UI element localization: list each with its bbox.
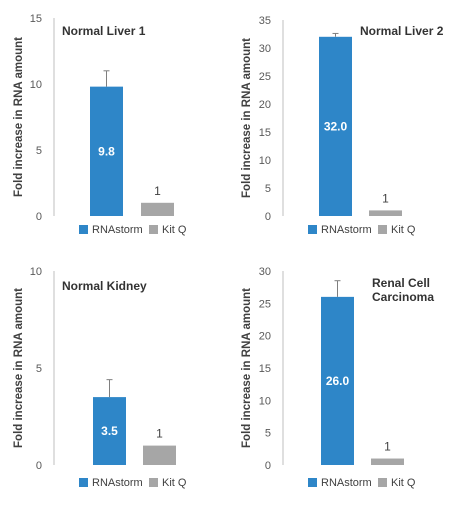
- chart-title: Normal Liver 1: [62, 24, 146, 38]
- y-tick-label: 0: [265, 211, 271, 223]
- y-tick-label: 0: [36, 460, 42, 472]
- y-tick-label: 10: [259, 155, 271, 167]
- bar-rnastorm: [93, 397, 126, 465]
- y-tick-label: 15: [259, 363, 271, 375]
- chart-title: Normal Liver 2: [360, 24, 444, 38]
- legend-label: Kit Q: [391, 224, 416, 236]
- y-tick-label: 30: [259, 266, 271, 278]
- legend-swatch: [79, 225, 88, 234]
- y-axis-title: Fold increase in RNA amount: [241, 38, 253, 198]
- legend-swatch: [149, 225, 158, 234]
- legend-label: Kit Q: [162, 224, 187, 236]
- chart-panel-2: 0 5 10 15 20 25 30 35 Fold increase in RNA amoun…: [241, 15, 444, 236]
- y-tick-label: 25: [259, 298, 271, 310]
- data-label: 3.5: [101, 424, 118, 438]
- chart-title-line: Renal Cell: [372, 276, 430, 290]
- y-tick-label: 5: [265, 183, 271, 195]
- y-tick-label: 10: [259, 395, 271, 407]
- legend-swatch: [308, 225, 317, 234]
- data-label: 1: [156, 427, 163, 441]
- y-tick-label: 20: [259, 99, 271, 111]
- bar-kitq: [141, 202, 174, 216]
- legend-label: RNAstorm: [321, 224, 372, 236]
- data-label: 1: [384, 440, 391, 454]
- y-tick-label: 30: [259, 43, 271, 55]
- legend: RNAstorm Kit Q: [308, 224, 416, 236]
- legend: RNAstorm Kit Q: [308, 477, 416, 489]
- y-axis-title: Fold increase in RNA amount: [241, 288, 253, 448]
- y-tick-label: 0: [36, 211, 42, 223]
- y-tick-label: 5: [36, 363, 42, 375]
- legend-swatch: [79, 478, 88, 487]
- data-label: 26.0: [326, 374, 350, 388]
- data-label: 1: [382, 191, 389, 205]
- legend-swatch: [308, 478, 317, 487]
- data-label: 1: [154, 184, 161, 198]
- y-tick-label: 5: [36, 145, 42, 157]
- y-tick-label: 20: [259, 331, 271, 343]
- chart-title: Normal Kidney: [62, 279, 147, 293]
- y-tick-label: 10: [30, 266, 42, 278]
- y-tick-label: 35: [259, 15, 271, 27]
- y-axis-title: Fold increase in RNA amount: [13, 288, 25, 448]
- bar-kitq: [143, 445, 176, 465]
- chart-panel-4: 0 5 10 15 20 25 30 Fold increase in RNA amount R…: [241, 266, 434, 489]
- legend-swatch: [378, 478, 387, 487]
- legend-swatch: [149, 478, 158, 487]
- bar-rnastorm: [319, 36, 352, 216]
- bar-kitq: [371, 458, 404, 465]
- chart-panel-3: 0 5 10 Fold increase in RNA amount Normal Ki…: [13, 266, 187, 489]
- bar-rnastorm: [90, 86, 123, 216]
- bar-rnastorm: [321, 296, 354, 465]
- y-tick-label: 15: [30, 13, 42, 25]
- legend: RNAstorm Kit Q: [79, 477, 187, 489]
- bar-kitq: [369, 210, 402, 216]
- y-tick-label: 15: [259, 127, 271, 139]
- legend-swatch: [378, 225, 387, 234]
- y-tick-label: 0: [265, 460, 271, 472]
- legend-label: RNAstorm: [321, 477, 372, 489]
- legend: RNAstorm Kit Q: [79, 224, 187, 236]
- data-label: 9.8: [98, 144, 115, 158]
- legend-label: RNAstorm: [92, 477, 143, 489]
- y-tick-label: 5: [265, 428, 271, 440]
- chart-title-line: Carcinoma: [372, 290, 434, 304]
- y-axis-title: Fold increase in RNA amount: [13, 37, 25, 197]
- chart-panel-1: 0 5 10 15 Fold increase in RNA amount Normal …: [13, 13, 187, 236]
- legend-label: RNAstorm: [92, 224, 143, 236]
- data-label: 32.0: [324, 119, 348, 133]
- y-tick-label: 10: [30, 79, 42, 91]
- legend-label: Kit Q: [391, 477, 416, 489]
- legend-label: Kit Q: [162, 477, 187, 489]
- y-tick-label: 25: [259, 71, 271, 83]
